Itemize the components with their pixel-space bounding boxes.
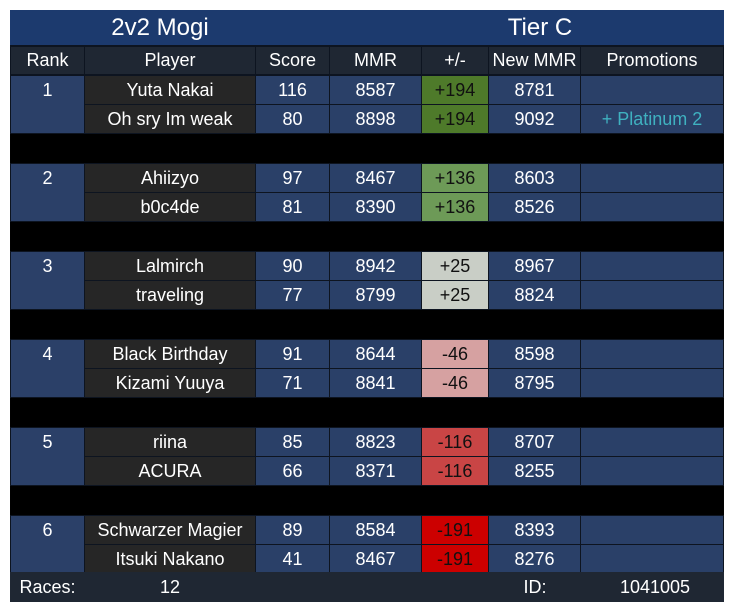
score: 66 [256,457,329,485]
mmr: 8898 [330,105,421,133]
separator [10,310,724,339]
player: Yuta Nakai [85,76,255,104]
mmr: 8467 [330,164,421,192]
player: riina [85,428,255,456]
promotion [581,193,723,221]
new-mmr: 8526 [489,193,580,221]
mmr: 8799 [330,281,421,309]
match-id: 1041005 [619,576,691,597]
score: 116 [256,76,329,104]
score: 90 [256,252,329,280]
rank: 3 [11,252,84,309]
delta: -116 [422,457,488,485]
separator [10,134,724,163]
new-mmr: 8393 [489,516,580,544]
mmr: 8644 [330,340,421,368]
delta: -191 [422,545,488,573]
score: 77 [256,281,329,309]
new-mmr: 8781 [489,76,580,104]
new-mmr: 8795 [489,369,580,397]
score: 97 [256,164,329,192]
new-mmr: 8603 [489,164,580,192]
player: b0c4de [85,193,255,221]
mmr: 8587 [330,76,421,104]
promotion [581,428,723,456]
new-mmr: 8255 [489,457,580,485]
rank: 6 [11,516,84,573]
delta: +136 [422,164,488,192]
delta: -46 [422,369,488,397]
delta: +25 [422,252,488,280]
promotion [581,76,723,104]
column-header: MMR [330,47,421,74]
mogi-table: 2v2 Mogi Tier C Rank Player Score MMR +/- New… [10,10,724,602]
player: Schwarzer Magier [85,516,255,544]
delta: +194 [422,105,488,133]
footer-bar [10,572,724,602]
player: Kizami Yuuya [85,369,255,397]
column-header: Player [85,47,255,74]
column-header: Score [256,47,329,74]
delta: +25 [422,281,488,309]
column-header: +/- [422,47,488,74]
separator [10,486,724,515]
score: 91 [256,340,329,368]
score: 85 [256,428,329,456]
mmr: 8467 [330,545,421,573]
mmr: 8371 [330,457,421,485]
delta: -116 [422,428,488,456]
score: 41 [256,545,329,573]
promotion [581,545,723,573]
tier: Tier C [507,13,573,41]
score: 80 [256,105,329,133]
delta: +194 [422,76,488,104]
rank: 5 [11,428,84,485]
delta: -46 [422,340,488,368]
player: Ahiizyo [85,164,255,192]
mmr: 8841 [330,369,421,397]
column-header: Promotions [581,47,723,74]
separator [10,398,724,427]
score: 71 [256,369,329,397]
new-mmr: 8967 [489,252,580,280]
rank: 1 [11,76,84,133]
score: 89 [256,516,329,544]
promotion: + Platinum 2 [581,105,723,133]
mmr: 8823 [330,428,421,456]
player: Black Birthday [85,340,255,368]
promotion [581,457,723,485]
rank: 2 [11,164,84,221]
rank: 4 [11,340,84,397]
races: 12 [159,576,181,597]
title: 2v2 Mogi [111,13,209,41]
promotion [581,516,723,544]
player: Lalmirch [85,252,255,280]
player: Itsuki Nakano [85,545,255,573]
delta: +136 [422,193,488,221]
player: ACURA [85,457,255,485]
column-header: Rank [11,47,84,74]
mmr: 8942 [330,252,421,280]
new-mmr: 9092 [489,105,580,133]
id-label: ID: [523,576,547,597]
delta: -191 [422,516,488,544]
new-mmr: 8707 [489,428,580,456]
races-label: Races: [19,576,76,597]
new-mmr: 8824 [489,281,580,309]
promotion [581,252,723,280]
title-bar [10,10,724,45]
new-mmr: 8276 [489,545,580,573]
score: 81 [256,193,329,221]
mmr: 8584 [330,516,421,544]
promotion [581,281,723,309]
promotion [581,340,723,368]
mmr: 8390 [330,193,421,221]
player: traveling [85,281,255,309]
new-mmr: 8598 [489,340,580,368]
player: Oh sry Im weak [85,105,255,133]
separator [10,222,724,251]
promotion [581,164,723,192]
column-header: New MMR [489,47,580,74]
promotion [581,369,723,397]
